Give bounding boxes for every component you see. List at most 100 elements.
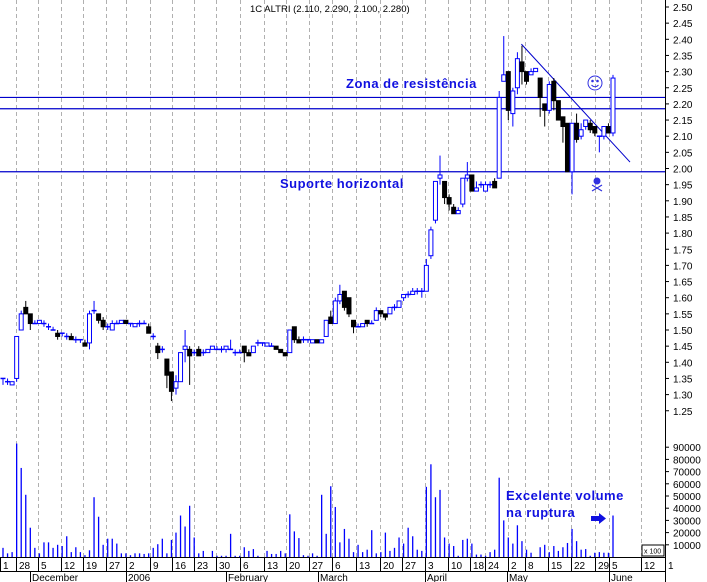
candle <box>137 320 143 327</box>
candle-body <box>168 371 174 392</box>
candle <box>219 346 225 353</box>
candle <box>437 155 443 185</box>
candle-body <box>514 58 520 89</box>
candle-body <box>564 122 570 173</box>
candle <box>564 122 570 173</box>
candle <box>241 345 247 363</box>
candle <box>150 333 156 340</box>
candle <box>91 300 97 314</box>
resistance-trendline <box>521 43 631 163</box>
y-tick-label: 2.50 <box>673 3 693 14</box>
candle <box>46 323 52 330</box>
candle-body <box>560 116 566 128</box>
candle <box>478 181 484 188</box>
candle <box>528 68 534 76</box>
candle-body <box>23 306 29 315</box>
candle-body <box>501 74 507 82</box>
candle-body <box>82 342 88 347</box>
candle <box>592 126 598 137</box>
annotation-volume-line1: Excelente volume <box>506 488 624 503</box>
x-tick-label: 10 <box>451 561 463 572</box>
candle <box>36 319 42 325</box>
candle-body <box>287 329 293 354</box>
candle-body <box>36 319 42 325</box>
candle-body <box>173 381 179 389</box>
y-tick-label: 2.25 <box>673 84 693 95</box>
volume-tick-label: 10000 <box>673 541 701 552</box>
candle <box>86 310 92 350</box>
candle <box>287 329 293 354</box>
x-tick-label: 8 <box>528 561 534 572</box>
y-tick-label: 1.30 <box>673 391 693 402</box>
candle <box>173 375 179 395</box>
annotation-support: Suporte horizontal <box>280 176 404 191</box>
x-tick-label: 6 <box>243 561 249 572</box>
x-tick-label: 24 <box>488 561 500 572</box>
candle-body <box>578 129 584 137</box>
candle <box>328 310 334 325</box>
candle-body <box>182 345 188 350</box>
volume-tick-label: 50000 <box>673 492 701 503</box>
candle <box>319 339 325 344</box>
candle-body <box>610 77 616 134</box>
annotation-resistance: Zona de resistência <box>346 76 477 91</box>
candle-body <box>282 352 288 357</box>
candle <box>505 71 511 121</box>
candle-body <box>109 323 115 331</box>
candle <box>300 336 306 343</box>
month-label: December <box>32 573 79 582</box>
candle-body <box>396 300 402 308</box>
candle-body <box>364 319 370 325</box>
candle-body <box>164 358 170 376</box>
candle <box>510 87 516 127</box>
candle-body <box>55 332 61 337</box>
candle-body <box>328 316 334 325</box>
x-tick-label: 2 <box>129 561 135 572</box>
candle-body <box>551 80 557 102</box>
candle-body <box>68 335 74 341</box>
candle <box>255 339 261 347</box>
x-tick-label: 20 <box>289 561 301 572</box>
month-label: March <box>320 573 348 582</box>
candle-body <box>323 319 329 337</box>
candle-body <box>178 352 184 383</box>
candle-body <box>209 345 215 350</box>
candle <box>109 320 115 331</box>
x-tick-label: 27 <box>109 561 121 572</box>
candle-body <box>455 209 461 215</box>
candle <box>396 300 402 308</box>
candle-body <box>196 348 202 357</box>
chart-title: 1C ALTRI (2.110, 2.290, 2.100, 2.280) <box>250 4 410 15</box>
candle <box>446 194 452 211</box>
x-tick-label: 1 <box>668 561 674 572</box>
y-tick-label: 1.40 <box>673 358 693 369</box>
candle <box>168 371 174 402</box>
candle <box>442 180 448 205</box>
candle-body <box>437 174 443 179</box>
candle <box>96 313 102 324</box>
candle-body <box>510 90 516 115</box>
candle <box>483 181 489 192</box>
candle <box>273 345 279 350</box>
candle <box>464 162 470 182</box>
candle-body <box>346 297 352 315</box>
volume-tick-label: 90000 <box>673 443 701 454</box>
candle <box>555 100 561 121</box>
candle <box>73 336 79 343</box>
candle <box>537 77 543 117</box>
x-tick-label: 18 <box>473 561 485 572</box>
candle <box>41 320 47 327</box>
candle-body <box>442 180 448 199</box>
candle-body <box>332 300 338 325</box>
candle-body <box>496 96 502 179</box>
candle <box>460 177 466 208</box>
candle-body <box>460 177 466 205</box>
month-label: May <box>509 573 528 582</box>
candle <box>546 81 552 114</box>
candle-body <box>605 126 611 134</box>
candle <box>492 178 498 189</box>
x-tick-label: 13 <box>359 561 371 572</box>
candle <box>23 300 29 315</box>
x-tick-label: 30 <box>219 561 231 572</box>
